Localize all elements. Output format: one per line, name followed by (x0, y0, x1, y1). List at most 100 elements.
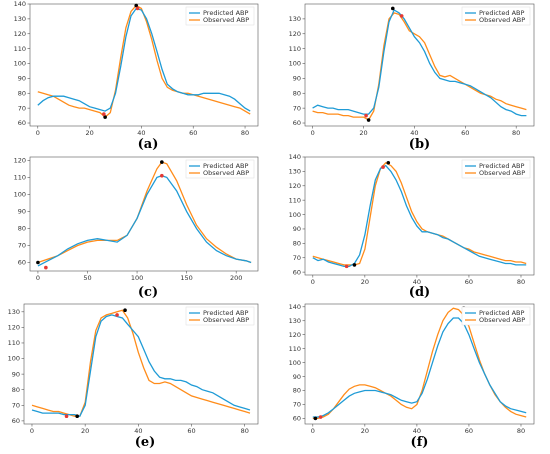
y-tick-label: 70 (18, 104, 26, 112)
x-tick-label: 80 (517, 427, 525, 435)
alt-peak-marker (102, 112, 106, 116)
panel-label: (f) (411, 435, 429, 450)
y-tick-label: 100 (289, 211, 301, 219)
y-tick-label: 140 (289, 153, 301, 161)
legend-entry: Observed ABP (479, 316, 525, 324)
x-tick-label: 40 (134, 427, 142, 435)
y-tick-label: 90 (293, 225, 301, 233)
legend-entry: Predicted ABP (203, 309, 248, 317)
chart-panel-3: 0 50 100 150 200 60 70 80 90 100 110 120 Predicted A… (14, 157, 259, 300)
y-tick-label: 60 (18, 119, 26, 127)
observed-abp-line (312, 161, 527, 266)
alt-peak-marker (399, 14, 404, 18)
x-tick-label: 20 (359, 129, 367, 137)
x-tick-label: 0 (311, 129, 315, 137)
x-tick-label: 150 (180, 274, 192, 282)
y-tick-label: 120 (289, 30, 301, 38)
y-tick-label: 110 (289, 45, 301, 53)
legend-entry: Observed ABP (479, 169, 525, 177)
peak-marker (75, 414, 79, 419)
y-tick-label: 60 (293, 119, 301, 127)
y-tick-label: 60 (293, 268, 301, 276)
y-tick-label: 70 (12, 401, 20, 409)
y-tick-label: 60 (293, 415, 301, 423)
y-tick-label: 120 (289, 182, 301, 190)
y-tick-label: 70 (18, 242, 26, 250)
x-tick-label: 0 (311, 427, 315, 435)
y-tick-label: 90 (293, 373, 301, 381)
x-tick-label: 40 (413, 278, 421, 286)
x-tick-label: 40 (413, 427, 421, 435)
alt-peak-marker (44, 265, 48, 270)
y-tick-label: 80 (293, 240, 301, 248)
x-tick-label: 80 (512, 129, 520, 137)
legend-entry: Observed ABP (203, 316, 249, 324)
legend-entry: Observed ABP (203, 16, 249, 24)
alt-peak-marker (364, 113, 368, 118)
y-tick-label: 140 (289, 303, 301, 311)
y-tick-label: 130 (289, 317, 301, 325)
y-tick-label: 140 (14, 0, 26, 8)
y-tick-label: 90 (293, 75, 301, 83)
y-tick-label: 100 (8, 355, 20, 363)
x-tick-label: 80 (241, 427, 249, 435)
legend-entry: Predicted ABP (203, 162, 248, 170)
legend-box (185, 159, 255, 179)
predicted-abp-line (312, 317, 527, 418)
y-tick-label: 110 (289, 345, 301, 353)
observed-abp-line (312, 12, 527, 121)
panel-label: (b) (409, 137, 430, 152)
x-tick-label: 20 (361, 278, 369, 286)
y-tick-label: 110 (289, 196, 301, 204)
x-tick-label: 40 (137, 129, 145, 137)
observed-abp-line (31, 309, 251, 417)
x-tick-label: 50 (83, 274, 91, 282)
y-tick-label: 60 (12, 417, 20, 425)
panel-label: (a) (138, 137, 159, 152)
legend-box (461, 6, 531, 26)
peak-marker (160, 160, 164, 164)
peak-marker (103, 115, 107, 119)
panel-label: (c) (138, 285, 158, 300)
peak-marker (134, 3, 139, 8)
alt-peak-marker (115, 313, 119, 317)
y-tick-label: 80 (12, 386, 20, 394)
y-tick-label: 80 (18, 89, 26, 97)
y-tick-label: 130 (14, 15, 26, 23)
predicted-abp-line (37, 175, 252, 267)
x-tick-label: 0 (30, 427, 34, 435)
y-tick-label: 120 (289, 331, 301, 339)
legend-box (461, 306, 531, 326)
y-tick-label: 90 (18, 208, 26, 216)
legend-box (461, 159, 531, 179)
y-tick-label: 130 (289, 15, 301, 23)
predicted-abp-line (31, 314, 251, 417)
x-tick-label: 60 (187, 427, 195, 435)
predicted-abp-line (312, 164, 527, 268)
alt-peak-marker (344, 264, 349, 269)
peak-marker (313, 416, 318, 421)
y-tick-label: 90 (12, 370, 20, 378)
y-tick-label: 120 (14, 157, 26, 165)
panel-label: (e) (135, 435, 156, 450)
y-tick-label: 70 (293, 401, 301, 409)
legend-entry: Observed ABP (479, 16, 525, 24)
y-tick-label: 90 (18, 75, 26, 83)
y-tick-label: 110 (14, 174, 26, 182)
predicted-abp-line (37, 7, 251, 112)
alt-peak-marker (381, 165, 385, 169)
alt-peak-marker (160, 173, 164, 178)
y-tick-label: 120 (8, 324, 20, 332)
x-tick-label: 80 (517, 278, 525, 286)
x-tick-label: 80 (241, 129, 249, 137)
panel-label: (d) (409, 285, 430, 300)
plot-frame (23, 303, 259, 425)
legend-entry: Predicted ABP (203, 9, 248, 17)
chart-panel-5: 0 20 40 60 80 60 70 80 90 100 110 120 130 Predicted A… (8, 303, 259, 450)
y-tick-label: 100 (289, 359, 301, 367)
y-tick-label: 80 (18, 225, 26, 233)
